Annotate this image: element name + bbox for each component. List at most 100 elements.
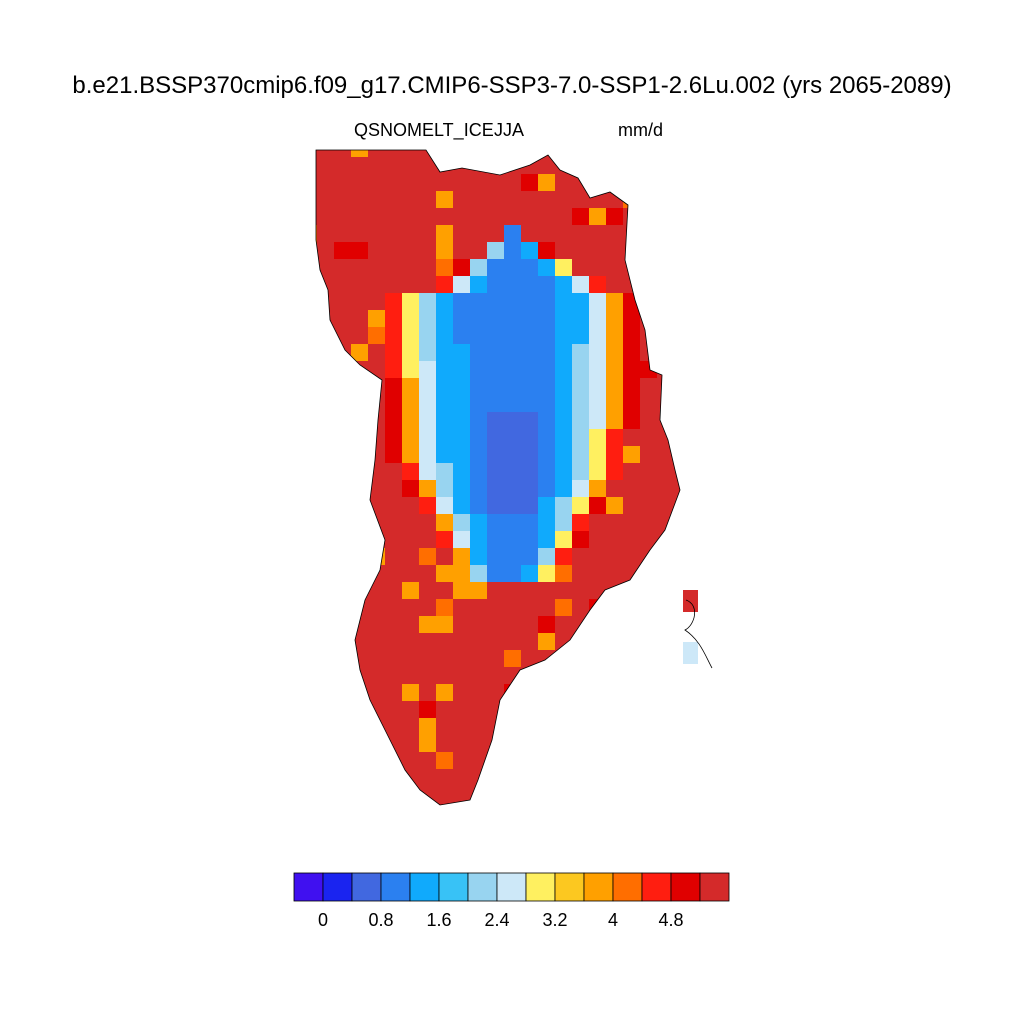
melt-cell (402, 684, 420, 702)
melt-cell (436, 718, 454, 736)
melt-cell (606, 225, 624, 243)
melt-cell (555, 429, 573, 447)
melt-cell (402, 344, 420, 362)
melt-cell (657, 429, 675, 447)
melt-cell (521, 803, 539, 805)
melt-cell (589, 429, 607, 447)
melt-cell (368, 803, 386, 805)
melt-cell (606, 514, 624, 532)
melt-cell (368, 225, 386, 243)
melt-cell (589, 548, 607, 566)
melt-cell (470, 412, 488, 430)
melt-cell (623, 735, 641, 753)
melt-cell (623, 174, 641, 192)
melt-cell (555, 514, 573, 532)
melt-cell (657, 150, 675, 158)
melt-cell (521, 718, 539, 736)
melt-cell (555, 565, 573, 583)
melt-cell (368, 412, 386, 430)
melt-cell (521, 616, 539, 634)
melt-cell (555, 412, 573, 430)
melt-cell (317, 599, 335, 617)
melt-cell (317, 803, 335, 805)
melt-cell (487, 582, 505, 600)
melt-cell (351, 616, 369, 634)
melt-cell (487, 327, 505, 345)
melt-cell (453, 310, 471, 328)
melt-cell (538, 293, 556, 311)
melt-cell (589, 582, 607, 600)
melt-cell (368, 599, 386, 617)
melt-cell (640, 276, 658, 294)
melt-cell (606, 395, 624, 413)
melt-cell (334, 718, 352, 736)
melt-cell (436, 150, 454, 158)
melt-cell (589, 633, 607, 651)
melt-cell (402, 548, 420, 566)
melt-cell (317, 497, 335, 515)
melt-cell (385, 310, 403, 328)
melt-cell (317, 412, 335, 430)
melt-cell (538, 514, 556, 532)
melt-cell (436, 276, 454, 294)
melt-cell (316, 327, 318, 345)
melt-cell (436, 752, 454, 770)
melt-cell (504, 259, 522, 277)
melt-field (316, 150, 709, 805)
colorbar-swatch (380, 872, 411, 902)
melt-cell (640, 446, 658, 464)
melt-cell (419, 650, 437, 668)
melt-cell (351, 157, 369, 175)
melt-cell (504, 480, 522, 498)
melt-cell (470, 480, 488, 498)
melt-cell (691, 208, 709, 226)
melt-cell (316, 208, 318, 226)
melt-cell (351, 310, 369, 328)
melt-cell (589, 276, 607, 294)
melt-cell (470, 429, 488, 447)
melt-cell (402, 599, 420, 617)
melt-cell (623, 361, 641, 379)
melt-cell (334, 565, 352, 583)
melt-cell (453, 582, 471, 600)
melt-cell (555, 667, 573, 685)
melt-cell (368, 191, 386, 209)
melt-cell (572, 157, 590, 175)
melt-cell (402, 701, 420, 719)
melt-cell (640, 150, 658, 158)
melt-cell (657, 718, 675, 736)
melt-cell (657, 310, 675, 328)
melt-cell (419, 735, 437, 753)
melt-cell (691, 786, 709, 804)
melt-cell (436, 514, 454, 532)
melt-cell (317, 429, 335, 447)
melt-cell (436, 259, 454, 277)
melt-cell (487, 446, 505, 464)
colorbar-swatch (409, 872, 440, 902)
melt-cell (351, 361, 369, 379)
melt-cell (606, 242, 624, 260)
melt-cell (555, 378, 573, 396)
melt-cell (317, 378, 335, 396)
melt-cell (606, 565, 624, 583)
melt-cell (453, 378, 471, 396)
melt-cell (606, 752, 624, 770)
melt-cell (555, 480, 573, 498)
melt-cell (385, 531, 403, 549)
melt-cell (538, 667, 556, 685)
melt-cell (368, 701, 386, 719)
melt-cell (436, 157, 454, 175)
melt-cell (538, 786, 556, 804)
melt-cell (504, 633, 522, 651)
melt-cell (589, 150, 607, 158)
melt-cell (521, 378, 539, 396)
melt-cell (351, 344, 369, 362)
melt-cell (691, 701, 709, 719)
melt-cell (589, 752, 607, 770)
melt-cell (606, 803, 624, 805)
melt-cell (538, 565, 556, 583)
melt-cell (657, 412, 675, 430)
melt-cell (674, 684, 680, 702)
melt-cell (623, 497, 641, 515)
melt-cell (487, 378, 505, 396)
